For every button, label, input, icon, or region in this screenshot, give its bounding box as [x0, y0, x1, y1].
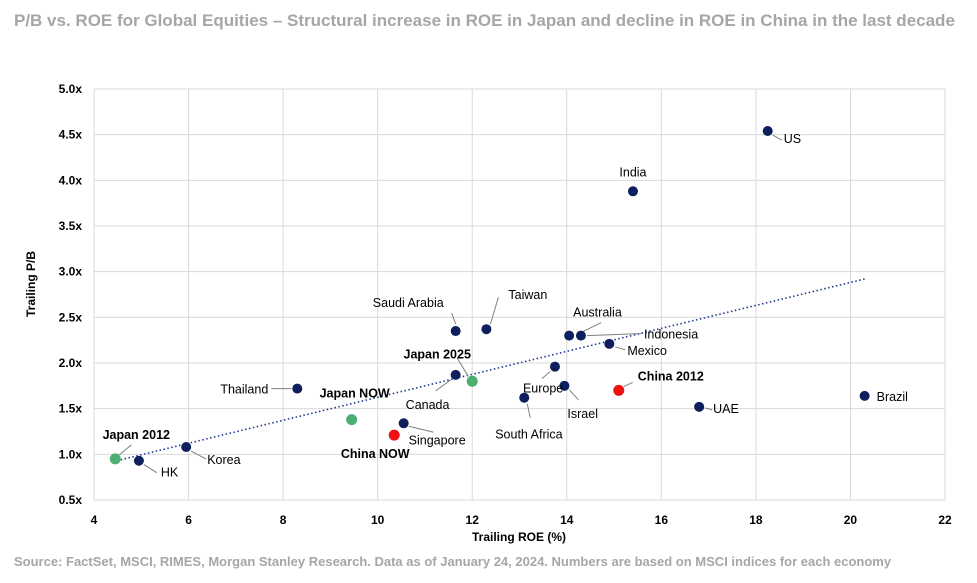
point-canada: [450, 369, 461, 380]
y-axis-title: Trailing P/B: [24, 251, 38, 317]
label-israel: Israel: [567, 407, 598, 421]
label-china-now: China NOW: [341, 447, 410, 461]
label-japan-now: Japan NOW: [320, 387, 390, 401]
x-tick-label: 12: [466, 513, 480, 527]
point-indonesia: [575, 330, 586, 341]
point-australia: [564, 330, 575, 341]
leader-line-saudi-arabia: [451, 312, 457, 325]
y-tick-label: 1.5x: [59, 402, 83, 416]
x-tick-label: 6: [185, 513, 192, 527]
leader-lines: [118, 134, 782, 474]
leader-line-us: [772, 134, 782, 141]
label-taiwan: Taiwan: [508, 288, 547, 302]
trendline: [112, 278, 865, 463]
x-tick-label: 14: [560, 513, 574, 527]
x-tick-label: 8: [280, 513, 287, 527]
label-korea: Korea: [207, 453, 240, 467]
trendline-layer: [112, 278, 865, 463]
label-indonesia: Indonesia: [644, 328, 698, 342]
label-china-2012: China 2012: [638, 369, 704, 383]
point-saudi-arabia: [450, 326, 461, 337]
label-japan-2025: Japan 2025: [404, 347, 471, 361]
leader-line-europe: [541, 371, 551, 380]
leader-line-hk: [143, 464, 158, 474]
point-israel: [559, 380, 570, 391]
label-south-africa: South Africa: [495, 428, 562, 442]
leader-line-japan-2025: [456, 358, 469, 377]
y-tick-label: 1.0x: [59, 447, 83, 461]
point-us: [762, 126, 773, 137]
x-tick-label: 18: [749, 513, 763, 527]
point-india: [627, 186, 638, 197]
label-brazil: Brazil: [877, 390, 908, 404]
source-note: Source: FactSet, MSCI, RIMES, Morgan Sta…: [14, 554, 892, 569]
leader-line-korea: [190, 450, 207, 460]
x-axis-title: Trailing ROE (%): [472, 530, 566, 544]
label-australia: Australia: [573, 306, 622, 320]
leader-line-china-2012: [623, 381, 633, 387]
axis-ticks: 4 6 8 10 12 14 16 18 20 22 0.5x 1.0x 1.5x 2.0x 2.5x 3.0…: [59, 82, 952, 527]
point-japan-2025: [466, 375, 478, 387]
point-china-2012: [613, 384, 625, 396]
point-china-now: [388, 429, 400, 441]
leader-line-canada: [435, 379, 451, 392]
point-japan-2012: [109, 453, 121, 465]
point-labels: US India Taiwan Saudi Arabia Australia Indone…: [103, 132, 908, 480]
leader-line-south-africa: [526, 403, 531, 418]
label-india: India: [619, 165, 646, 179]
point-hk: [133, 455, 144, 466]
y-tick-label: 0.5x: [59, 493, 83, 507]
y-tick-label: 2.5x: [59, 310, 83, 324]
leader-line-indonesia: [586, 333, 641, 337]
y-tick-label: 2.0x: [59, 356, 83, 370]
data-points: [109, 126, 870, 466]
label-singapore: Singapore: [409, 433, 466, 447]
point-singapore: [398, 418, 409, 429]
x-tick-label: 10: [371, 513, 385, 527]
y-tick-label: 3.5x: [59, 219, 83, 233]
label-canada: Canada: [406, 398, 450, 412]
y-tick-label: 4.5x: [59, 128, 83, 142]
y-tick-label: 3.0x: [59, 265, 83, 279]
leader-line-taiwan: [489, 297, 499, 325]
point-thailand: [292, 383, 303, 394]
point-mexico: [604, 338, 615, 349]
label-europe: Europe: [523, 382, 563, 396]
x-tick-label: 20: [844, 513, 858, 527]
leader-line-japan-2012: [118, 444, 132, 456]
leader-line-israel: [569, 389, 579, 401]
label-japan-2012: Japan 2012: [103, 428, 170, 442]
y-tick-label: 5.0x: [59, 82, 83, 96]
label-mexico: Mexico: [627, 344, 667, 358]
point-japan-now: [346, 414, 358, 426]
label-saudi-arabia: Saudi Arabia: [373, 296, 444, 310]
y-tick-label: 4.0x: [59, 173, 83, 187]
label-hk: HK: [161, 466, 179, 480]
point-uae: [694, 401, 705, 412]
label-thailand: Thailand: [220, 383, 268, 397]
label-us: US: [784, 132, 801, 146]
leader-line-mexico: [615, 346, 626, 351]
point-taiwan: [481, 324, 492, 335]
point-south-africa: [519, 392, 530, 403]
leader-line-singapore: [408, 425, 434, 433]
point-korea: [181, 442, 192, 453]
label-uae: UAE: [713, 402, 739, 416]
point-europe: [549, 361, 560, 372]
x-tick-label: 22: [938, 513, 952, 527]
chart-title: P/B vs. ROE for Global Equities – Struct…: [14, 11, 955, 30]
x-tick-label: 16: [655, 513, 669, 527]
leader-line-uae: [705, 407, 713, 411]
point-brazil: [859, 390, 870, 401]
x-tick-label: 4: [91, 513, 98, 527]
gridlines: [93, 88, 946, 501]
